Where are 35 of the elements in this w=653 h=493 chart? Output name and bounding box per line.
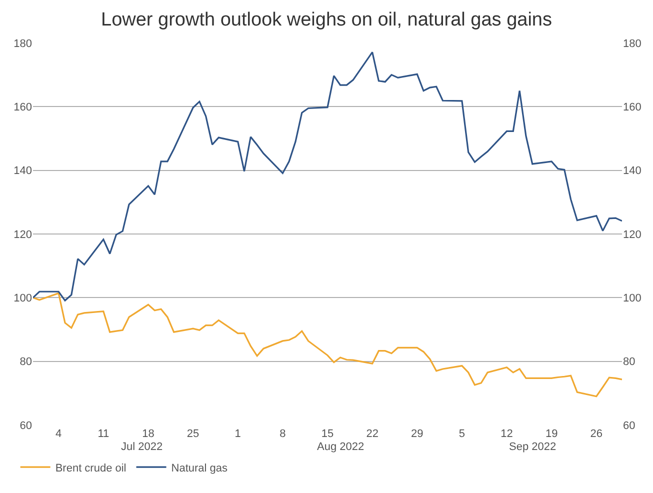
x-tick-label: 11 [98,428,110,440]
y2-tick-label: 140 [623,165,642,178]
x-tick-label: 4 [56,428,62,440]
x-tick-label: 25 [186,428,200,440]
line-series [33,292,622,398]
y-tick-label: 180 [14,38,32,50]
x-tick-label: 5 [458,428,466,440]
x-tick-label: 22 [366,428,378,440]
x-tick-label: 15 [321,428,334,440]
legend-label: Brent crude oil [55,462,126,474]
y-tick-label: 60 [20,420,32,432]
y2-tick-label: 100 [623,292,642,305]
y-tick-label: 160 [14,102,32,114]
x-tick-label: 8 [280,428,286,440]
y2-tick-label: 120 [623,228,642,241]
x-tick-label: 12 [500,428,513,440]
x-tick-label: 26 [590,428,603,440]
chart-title: Lower growth outlook weighs on oil, natural gas gains [101,10,552,31]
y-tick-label: 140 [14,165,32,178]
x-tick-label: 18 [142,428,154,440]
x-tick-label: 19 [545,428,558,440]
y2-tick-label: 160 [623,102,642,114]
x2-tick-label: Jul 2022 [121,441,163,453]
y2-tick-label: 80 [623,356,636,368]
y2-tick-label: 180 [623,38,642,50]
y-tick-label: 100 [14,292,32,305]
x-tick-label: 29 [411,428,424,440]
y-tick-label: 80 [20,356,32,368]
x-tick-label: 1 [234,428,241,440]
y-tick-label: 120 [14,228,32,241]
y2-tick-label: 60 [623,420,636,432]
line-series [33,51,622,302]
x2-tick-label: Sep 2022 [509,441,556,453]
x2-tick-label: Aug 2022 [317,441,364,453]
legend-label: Natural gas [171,462,228,474]
